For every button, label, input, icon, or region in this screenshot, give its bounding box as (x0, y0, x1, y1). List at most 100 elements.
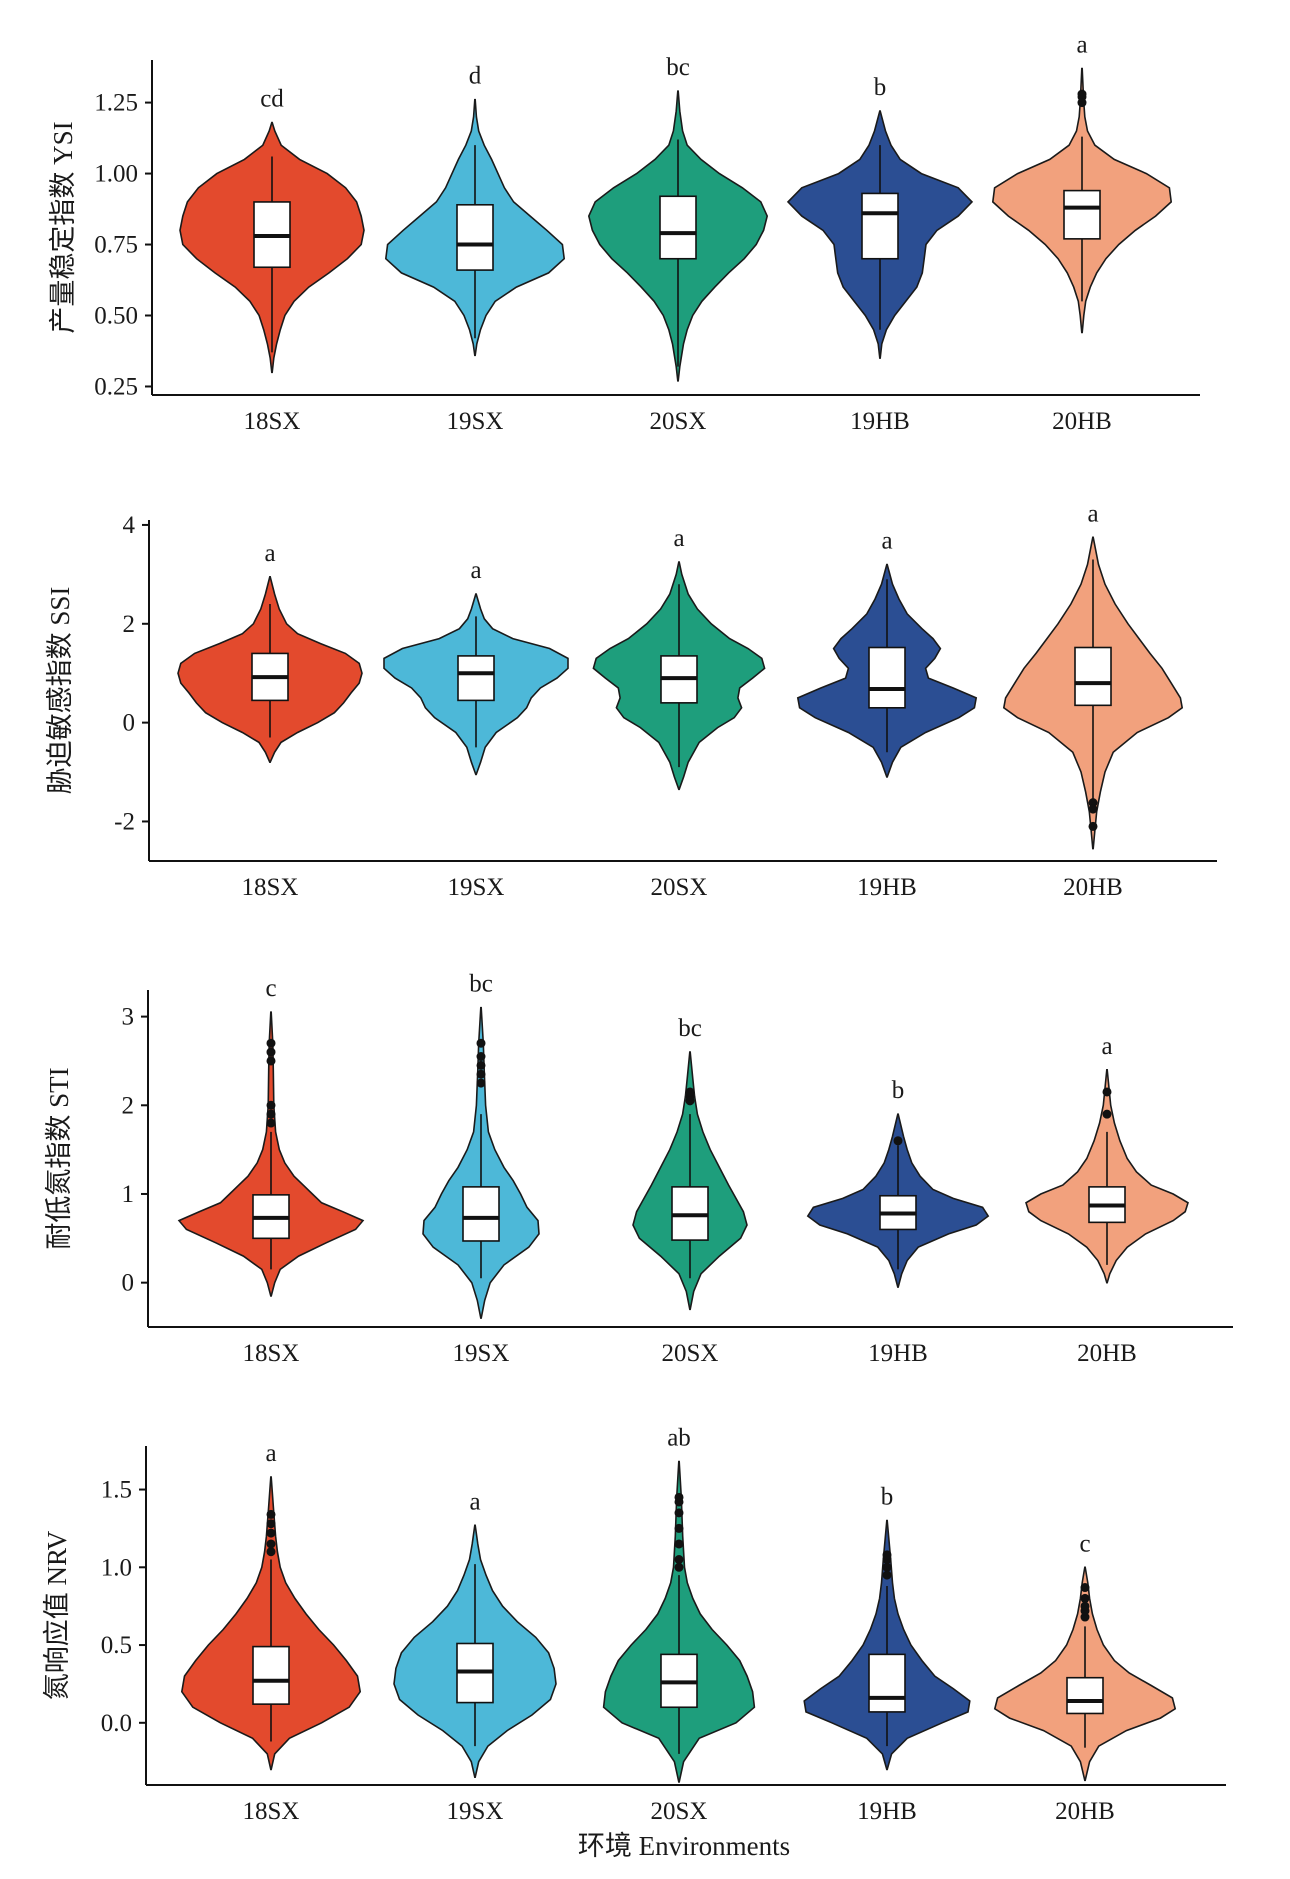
significance-letter: a (469, 1488, 480, 1515)
outlier-point (674, 1492, 684, 1502)
y-tick-label: 0 (122, 1270, 135, 1297)
x-tick-label: 20HB (1063, 874, 1123, 901)
figure-x-title: 环境 Environments (578, 1831, 790, 1861)
chart-panel-1: 0.25 0.50 0.75 1.00 1.25 产量稳定指数 YSI cd 18SX d 19S… (48, 32, 1200, 435)
outlier-point (476, 1078, 486, 1088)
x-tick-label: 20SX (650, 408, 707, 435)
violin-20SX: a (592, 525, 766, 791)
box (252, 1645, 290, 1705)
significance-letter: cd (260, 85, 284, 112)
outlier-point (1080, 1583, 1090, 1593)
y-tick-label: 1.00 (94, 161, 138, 188)
outlier-point (882, 1550, 892, 1560)
x-tick-label: 20SX (651, 1798, 708, 1825)
violin-19HB: b (786, 74, 974, 359)
y-axis-title: 氮响应值 NRV (42, 1530, 72, 1700)
violin-20HB: a (991, 32, 1173, 334)
outlier-point (674, 1523, 684, 1533)
violin-19SX: d (384, 63, 566, 357)
box (868, 1653, 906, 1713)
outlier-point (476, 1052, 486, 1062)
significance-letter: a (881, 527, 892, 554)
y-tick-label: 0.0 (101, 1710, 132, 1737)
y-tick-label: 1 (122, 1181, 135, 1208)
y-tick-label: 0.75 (94, 232, 138, 259)
violin-19SX: a (383, 557, 569, 776)
significance-letter: a (264, 540, 275, 567)
y-tick-label: 2 (123, 611, 136, 638)
outlier-point (266, 1539, 276, 1549)
outlier-point (266, 1528, 276, 1538)
box (1074, 646, 1112, 707)
x-tick-label: 19SX (447, 1798, 504, 1825)
box (457, 655, 495, 702)
chart-panel-2: -2 0 2 4 胁迫敏感指数 SSI a 18SX a 19SX a 20SX a 19HB a 20HB (45, 500, 1217, 901)
x-tick-label: 20SX (662, 1340, 719, 1367)
y-tick-label: 1.0 (101, 1554, 132, 1581)
y-tick-label: 2 (122, 1092, 135, 1119)
violin-18SX: cd (179, 85, 365, 374)
outlier-point (266, 1056, 276, 1066)
significance-letter: a (265, 1440, 276, 1467)
violin-20HB: a (1025, 1033, 1189, 1284)
outlier-point (1077, 89, 1087, 99)
x-tick-label: 19SX (453, 1340, 510, 1367)
chart-panel-3: 0 1 2 3 耐低氮指数 STI c 18SX bc 19SX bc 20SX b 19HB a 20HB (44, 971, 1233, 1367)
violin-20HB: c (993, 1530, 1177, 1782)
box (1063, 189, 1101, 240)
significance-letter: b (892, 1077, 905, 1104)
violin-20SX: bc (632, 1015, 748, 1311)
box (861, 192, 899, 260)
y-tick-label: 4 (123, 512, 136, 539)
box (868, 646, 906, 709)
x-tick-label: 19HB (857, 874, 917, 901)
significance-letter: c (265, 975, 276, 1002)
y-tick-label: 0.50 (94, 303, 138, 330)
outlier-point (476, 1060, 486, 1070)
significance-letter: d (469, 63, 482, 90)
x-tick-label: 19HB (850, 408, 910, 435)
x-tick-label: 20SX (651, 874, 708, 901)
y-axis-title: 产量稳定指数 YSI (48, 121, 78, 333)
y-tick-label: 0 (123, 710, 136, 737)
outlier-point (685, 1087, 695, 1097)
outlier-point (882, 1562, 892, 1572)
significance-letter: bc (469, 971, 493, 998)
significance-letter: a (673, 525, 684, 552)
violin-19HB: b (806, 1077, 990, 1288)
outlier-point (674, 1539, 684, 1549)
outlier-point (1102, 1087, 1112, 1097)
violin-18SX: c (177, 975, 365, 1297)
y-tick-label: 0.25 (94, 373, 138, 400)
significance-letter: bc (666, 54, 690, 81)
box (456, 203, 494, 271)
outlier-point (1088, 798, 1098, 808)
violin-19SX: a (393, 1488, 557, 1778)
significance-letter: bc (678, 1015, 702, 1042)
outlier-point (266, 1547, 276, 1557)
outlier-point (882, 1570, 892, 1580)
violin-19HB: a (796, 527, 978, 778)
outlier-point (266, 1047, 276, 1057)
significance-letter: a (1076, 32, 1087, 59)
x-tick-label: 18SX (243, 1798, 300, 1825)
outlier-point (1102, 1109, 1112, 1119)
significance-letter: ab (667, 1425, 691, 1452)
y-axis-title: 耐低氮指数 STI (44, 1067, 74, 1249)
x-tick-label: 19SX (448, 874, 505, 901)
outlier-point (674, 1562, 684, 1572)
x-tick-label: 20HB (1077, 1340, 1137, 1367)
significance-letter: b (874, 74, 887, 101)
outlier-point (476, 1069, 486, 1079)
x-tick-label: 19HB (868, 1340, 928, 1367)
outlier-point (476, 1038, 486, 1048)
significance-letter: c (1079, 1530, 1090, 1557)
violin-20HB: a (1002, 500, 1184, 850)
x-tick-label: 19SX (447, 408, 504, 435)
y-axis-title: 胁迫敏感指数 SSI (45, 587, 75, 795)
violin-20SX: bc (587, 54, 769, 382)
violin-20SX: ab (602, 1425, 756, 1783)
outlier-point (266, 1038, 276, 1048)
